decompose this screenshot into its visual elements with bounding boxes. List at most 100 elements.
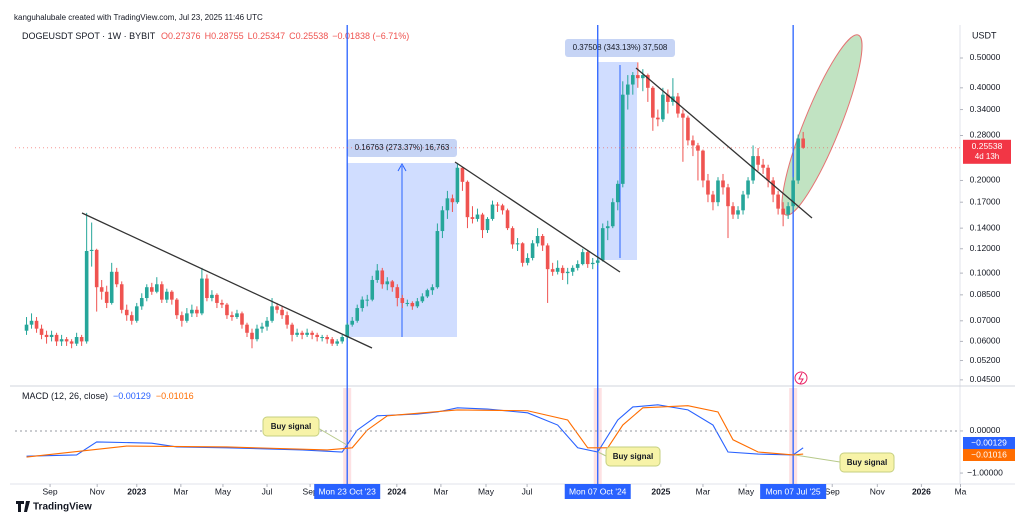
x-tick-label: Jul — [522, 486, 533, 496]
candle-body — [210, 294, 214, 299]
candle-body — [275, 306, 279, 310]
candle-body — [330, 339, 334, 344]
candle-body — [29, 320, 34, 325]
candle-body — [550, 269, 555, 272]
candle-body — [756, 156, 760, 165]
y-tick-label: 0.17000 — [970, 196, 1001, 206]
candle-body — [410, 302, 415, 307]
candle-body — [360, 299, 365, 309]
candle-body — [490, 204, 495, 219]
candle-body — [590, 262, 595, 265]
candle-body — [646, 75, 650, 88]
callout-pointer — [317, 427, 348, 446]
x-tick-label: Mar — [434, 486, 449, 496]
candle-body — [49, 334, 54, 338]
candle-body — [545, 245, 550, 270]
x-tick-label: May — [738, 486, 755, 496]
trendline — [635, 67, 813, 219]
candle-body — [520, 243, 525, 263]
candle-body — [766, 167, 770, 181]
candle-body — [415, 301, 420, 307]
candle-body — [776, 194, 780, 209]
candle-body — [430, 287, 435, 291]
marker-label: Mon 07 Oct '24 — [569, 486, 627, 496]
candle-body — [560, 267, 565, 274]
candle-body — [190, 309, 194, 314]
event-icon[interactable] — [794, 371, 808, 385]
candle-body — [175, 299, 179, 316]
x-tick-label: 2026 — [912, 486, 931, 496]
buy-signal: Buy signal — [613, 452, 653, 461]
marker-label-box — [314, 484, 381, 499]
candle-body — [170, 291, 174, 300]
status: H0.28755 — [205, 31, 244, 41]
x-tick-label: Mar — [174, 486, 189, 496]
candle-body — [300, 332, 304, 335]
callout-pointer — [597, 451, 607, 457]
candle-body — [540, 236, 545, 246]
candle-body — [310, 332, 314, 335]
marker-label-box — [564, 484, 631, 499]
candle-body — [565, 271, 570, 274]
candle-body — [455, 167, 460, 203]
candle-body — [681, 113, 685, 118]
candle-body — [651, 87, 655, 118]
candle-body — [205, 278, 209, 299]
candle-body — [435, 231, 440, 288]
candle-body — [580, 252, 585, 265]
candle-body — [155, 284, 159, 292]
candle-body — [185, 313, 189, 321]
candle-body — [595, 260, 600, 263]
macd-line — [26, 404, 804, 457]
candle-body — [726, 187, 730, 207]
candle-body — [495, 204, 500, 206]
candle-body — [620, 94, 625, 184]
candle-body — [641, 75, 645, 79]
candle-body — [24, 324, 29, 331]
candle-body — [69, 341, 74, 344]
candle-body — [315, 334, 319, 338]
projection — [781, 34, 863, 216]
candle-body — [385, 281, 390, 285]
candle-body — [160, 284, 164, 300]
callout — [605, 446, 661, 467]
candle-body — [54, 334, 59, 342]
x-tick-label: Ma — [955, 486, 967, 496]
candle-body — [746, 180, 750, 195]
candle-body — [485, 218, 490, 231]
x-tick-label: 2023 — [127, 486, 146, 496]
x-tick-label: 2024 — [387, 486, 406, 496]
status: L0.25347 — [248, 31, 286, 41]
candle-body — [796, 138, 800, 181]
y-tick-label: 0.04500 — [970, 374, 1001, 384]
measure-label-box — [347, 139, 457, 157]
candle-body — [225, 304, 229, 316]
candle-body — [280, 309, 284, 316]
trendline — [81, 212, 373, 349]
candle-body — [706, 180, 710, 195]
candle-body — [610, 202, 615, 227]
last-price: 0.25538 — [972, 141, 1003, 151]
x-tick-label: May — [215, 486, 232, 496]
candle-body — [555, 267, 560, 272]
candle-body — [390, 281, 395, 288]
candle-body — [34, 320, 39, 329]
attribution: kanguhalubale created with TradingView.c… — [14, 13, 263, 22]
symbol: DOGEUSDT SPOT · 1W · BYBIT — [22, 31, 156, 41]
candle-body — [230, 315, 234, 318]
candle-body — [380, 270, 385, 285]
x-tick-label: Jul — [262, 486, 273, 496]
y-tick-label: 0.00000 — [970, 425, 1001, 435]
countdown: 4d 13h — [975, 152, 999, 161]
candle-body — [460, 167, 465, 182]
candle-body — [290, 324, 294, 335]
candle-body — [510, 228, 515, 245]
y-tick-label: 0.28000 — [970, 130, 1001, 140]
x-tick-label: Nov — [870, 486, 886, 496]
candle-body — [425, 290, 430, 297]
candle-body — [255, 328, 259, 340]
candle-body — [79, 337, 84, 342]
candle-body — [605, 226, 610, 229]
candle-body — [320, 337, 324, 339]
